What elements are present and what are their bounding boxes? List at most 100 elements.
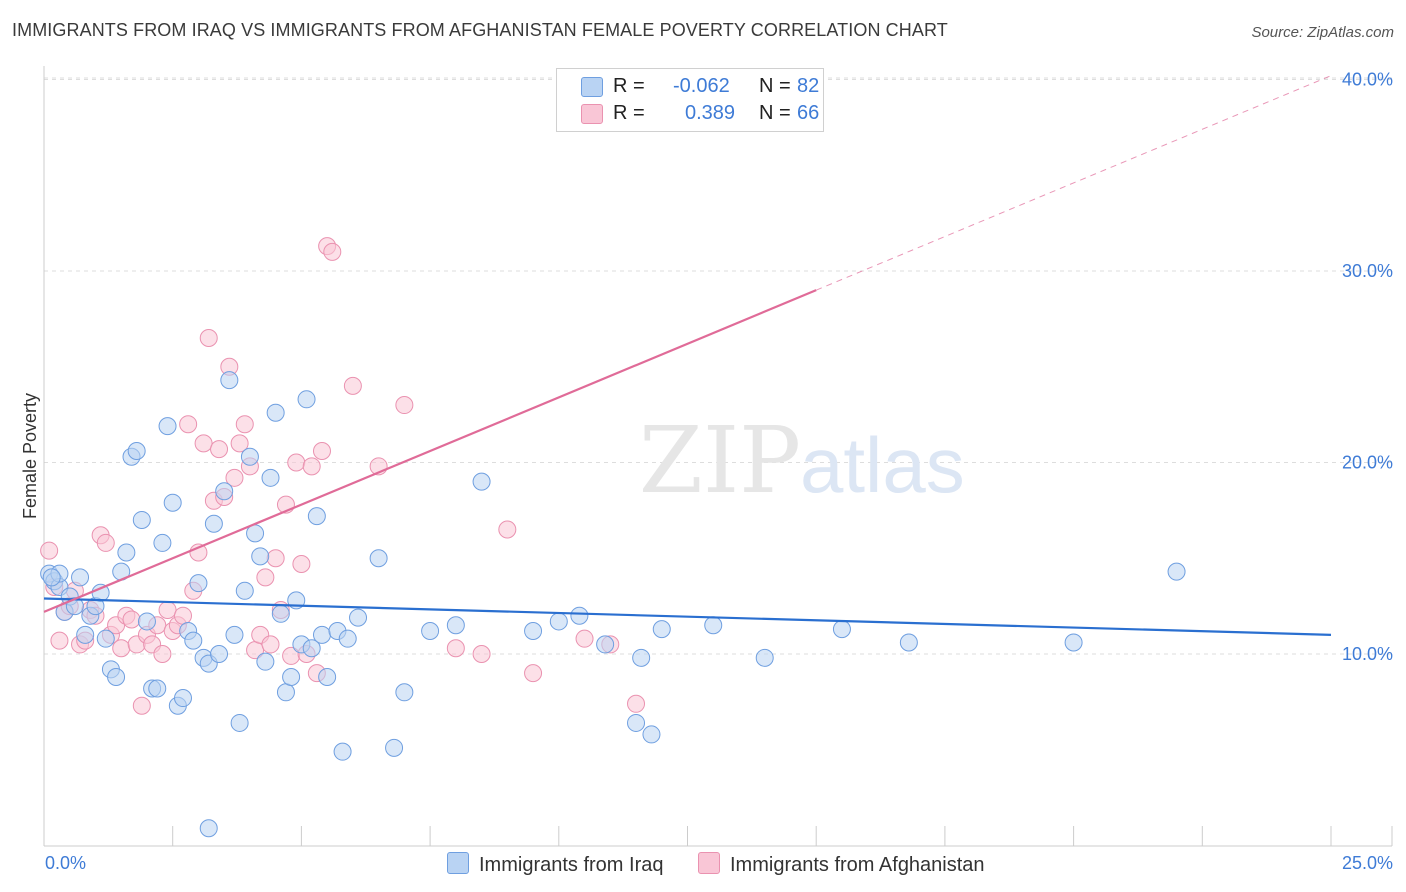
iraq-point (549, 612, 568, 631)
iraq-point (42, 568, 61, 587)
afghanistan-point (627, 694, 646, 713)
iraq-point (137, 612, 156, 631)
iraq-point (302, 639, 321, 658)
iraq-point (76, 625, 95, 644)
afghanistan-point (132, 696, 151, 715)
iraq-point (704, 616, 723, 635)
source-label: Source: ZipAtlas.com (1251, 24, 1394, 41)
iraq-point (755, 648, 774, 667)
legend-item-afghanistan[interactable]: Immigrants from Afghanistan (698, 852, 985, 878)
afghanistan-point (292, 554, 311, 573)
afghanistan-point (225, 468, 244, 487)
iraq-point (297, 390, 316, 409)
iraq-point (421, 622, 440, 641)
grid-lines (44, 77, 1392, 655)
iraq-point (225, 625, 244, 644)
iraq-point (256, 652, 275, 671)
legend-iraq-n: 82 (797, 75, 820, 97)
iraq-point (338, 629, 357, 648)
iraq-point (282, 667, 301, 686)
iraq-point (446, 616, 465, 635)
legend-n-label: N = (759, 102, 791, 124)
afghanistan-point (122, 610, 141, 629)
legend-iraq-r: -0.062 (673, 75, 730, 97)
afghanistan-point (343, 376, 362, 395)
legend-n-label: N = (759, 75, 791, 97)
iraq-point (127, 442, 146, 461)
chart-title: IMMIGRANTS FROM IRAQ VS IMMIGRANTS FROM … (12, 20, 948, 40)
iraq-point (596, 635, 615, 654)
legend-swatch-afghanistan (581, 104, 603, 124)
afghanistan-point (498, 520, 517, 539)
iraq-point (369, 549, 388, 568)
afghanistan-point (302, 457, 321, 476)
iraq-point (117, 543, 136, 562)
iraq-point (240, 447, 259, 466)
iraq-point (570, 606, 589, 625)
iraq-point (307, 507, 326, 526)
y-axis-label: Female Poverty (20, 393, 40, 519)
afghanistan-point (261, 635, 280, 654)
iraq-point (215, 482, 234, 501)
legend-swatch-iraq (581, 77, 603, 97)
iraq-point (204, 514, 223, 533)
iraq-point (184, 631, 203, 650)
afghanistan-point (446, 639, 465, 658)
y-tick-label: 10.0% (1342, 644, 1393, 664)
iraq-point (261, 468, 280, 487)
iraq-point (189, 574, 208, 593)
iraq-point (266, 403, 285, 422)
iraq-point (472, 472, 491, 491)
iraq-point (276, 683, 295, 702)
afghanistan-point (50, 631, 69, 650)
iraq-point (312, 625, 331, 644)
iraq-point (220, 371, 239, 390)
iraq-point (158, 417, 177, 436)
iraq-point (899, 633, 918, 652)
iraq-point (210, 645, 229, 663)
series-iraq (40, 371, 1186, 838)
iraq-point (107, 667, 126, 686)
afghanistan-point (112, 639, 131, 658)
legend-r-label: R = (613, 102, 645, 124)
afghanistan-point (96, 533, 115, 552)
afghanistan-point (256, 568, 275, 587)
afghanistan-point (395, 396, 414, 415)
x-tick-label-min: 0.0% (45, 853, 86, 873)
iraq-point (251, 547, 270, 566)
legend-item-iraq[interactable]: Immigrants from Iraq (447, 852, 663, 878)
afghanistan-point (210, 440, 229, 459)
iraq-point (199, 819, 218, 838)
iraq-point (153, 533, 172, 552)
iraq-point (96, 629, 115, 648)
iraq-point (132, 510, 151, 529)
afghanistan-point (179, 415, 198, 434)
iraq-point (652, 620, 671, 639)
watermark-atlas: atlas (800, 421, 965, 509)
iraq-point (71, 568, 90, 587)
afghanistan-point (153, 645, 172, 663)
iraq-point (627, 713, 646, 732)
iraq-point (524, 622, 543, 641)
y-tick-label: 20.0% (1342, 453, 1393, 473)
watermark-zip: ZIP (639, 407, 801, 514)
afghanistan-trend-extension (816, 75, 1332, 291)
iraq-point (235, 581, 254, 600)
afghanistan-point (323, 242, 342, 261)
iraq-point (632, 648, 651, 667)
afghanistan-point (173, 606, 192, 625)
iraq-point (349, 608, 368, 627)
afghanistan-point (266, 549, 285, 568)
afghanistan-point (158, 600, 177, 619)
x-tick-label-max: 25.0% (1342, 853, 1393, 873)
afghanistan-point (199, 329, 218, 348)
legend-swatch-iraq (447, 852, 469, 874)
iraq-point (163, 493, 182, 512)
iraq-point (148, 679, 167, 698)
afghanistan-point (312, 442, 331, 461)
y-tick-label: 40.0% (1342, 70, 1393, 90)
legend-r-label: R = (613, 75, 645, 97)
afghanistan-point (524, 664, 543, 683)
iraq-trend-line (43, 597, 1332, 636)
iraq-point (1167, 562, 1186, 581)
